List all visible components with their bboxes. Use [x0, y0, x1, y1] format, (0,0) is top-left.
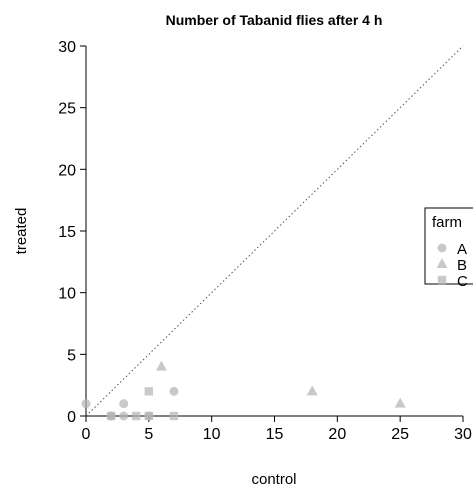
- y-tick-label: 20: [58, 162, 76, 179]
- y-tick-label: 30: [58, 39, 76, 56]
- legend-box: [424, 207, 473, 285]
- legend-marker-b: [436, 258, 448, 268]
- point-b: [394, 397, 406, 408]
- x-axis-label: control: [251, 471, 296, 486]
- point-a: [119, 399, 129, 409]
- y-tick-label: 5: [67, 347, 76, 364]
- x-tick-label: 30: [454, 426, 472, 443]
- data-points: [81, 360, 406, 421]
- x-tick-label: 15: [266, 426, 284, 443]
- x-tick-label: 0: [82, 426, 91, 443]
- x-tick-label: 5: [144, 426, 153, 443]
- point-c: [144, 411, 154, 421]
- axes: 0 5 10 15 20 25 30 0 5 10 15 20 25 30: [58, 39, 472, 443]
- point-a: [119, 411, 129, 421]
- legend-entries: ABC: [436, 241, 468, 290]
- legend-marker-a: [437, 243, 447, 253]
- legend-label-b: B: [457, 257, 467, 274]
- x-tick-label: 20: [328, 426, 346, 443]
- point-a: [169, 386, 179, 396]
- point-c: [144, 387, 154, 396]
- point-c: [169, 411, 179, 421]
- y-tick-label: 10: [58, 286, 76, 303]
- x-tick-label: 10: [203, 426, 221, 443]
- chart-title: Number of Tabanid flies after 4 h: [166, 12, 383, 28]
- point-b: [155, 360, 167, 371]
- y-tick-label: 25: [58, 101, 76, 118]
- point-c: [106, 411, 116, 421]
- point-a: [81, 399, 91, 409]
- y-axis-label: treated: [13, 208, 30, 255]
- legend-label-a: A: [457, 241, 467, 258]
- point-c: [132, 411, 141, 421]
- x-tick-label: 25: [391, 426, 409, 443]
- identity-line: [85, 45, 464, 417]
- legend-label-c: C: [457, 273, 468, 290]
- point-b: [306, 385, 318, 396]
- legend-marker-c: [437, 275, 447, 285]
- legend-title: farm: [432, 214, 462, 231]
- legend: farm ABC: [424, 207, 473, 290]
- y-tick-label: 15: [58, 224, 76, 241]
- y-tick-label: 0: [67, 409, 76, 426]
- reference-line: [85, 45, 464, 417]
